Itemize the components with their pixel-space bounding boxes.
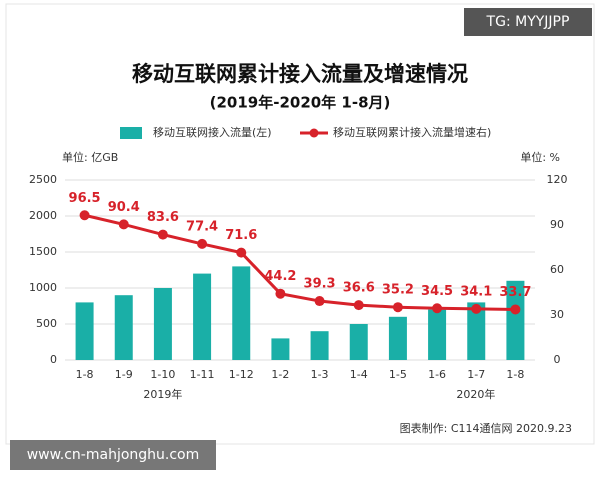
y2-tick-label: 60 (550, 263, 564, 276)
bar (506, 280, 525, 360)
line-marker (118, 219, 129, 230)
legend-swatch (120, 127, 142, 139)
data-label: 90.4 (108, 200, 140, 215)
data-label: 35.2 (382, 283, 414, 298)
x-tick-label: 1-7 (467, 368, 485, 381)
chart-title: 移动互联网累计接入流量及增速情况 (132, 62, 468, 86)
y-tick-label: 1000 (29, 281, 57, 294)
year-label: 2020年 (456, 387, 495, 401)
y-tick-label: 0 (50, 353, 57, 366)
legend-marker (309, 128, 319, 138)
line-marker (157, 229, 168, 240)
data-label: 44.2 (264, 269, 296, 284)
line-marker (79, 210, 90, 221)
x-tick-label: 1-11 (190, 368, 215, 381)
x-tick-label: 1-4 (350, 368, 368, 381)
y-unit: 单位: 亿GB (62, 150, 118, 164)
y-tick-label: 2500 (29, 173, 57, 186)
watermark: TG: MYYJJPP (486, 14, 570, 30)
bar (153, 288, 172, 360)
line-marker (236, 247, 247, 258)
legend-label: 移动互联网接入流量(左) (153, 125, 272, 139)
y-tick-label: 2000 (29, 209, 57, 222)
url-box (10, 440, 216, 470)
data-label: 77.4 (186, 219, 218, 234)
x-tick-label: 1-6 (428, 368, 446, 381)
x-tick-label: 1-8 (506, 368, 524, 381)
data-label: 34.5 (421, 284, 453, 299)
x-tick-label: 1-9 (115, 368, 133, 381)
data-label: 96.5 (69, 191, 101, 206)
data-label: 39.3 (304, 277, 336, 292)
url: www.cn-mahjonghu.com (27, 447, 200, 463)
bar (388, 316, 407, 360)
data-label: 83.6 (147, 210, 179, 225)
frame (5, 3, 595, 445)
data-label: 36.6 (343, 281, 375, 296)
chart-subtitle: (2019年-2020年 1-8月) (210, 94, 391, 112)
y2-tick-label: 0 (554, 353, 561, 366)
x-tick-label: 1-10 (150, 368, 175, 381)
line-marker (353, 300, 364, 311)
line-marker (197, 238, 208, 249)
line (84, 213, 516, 311)
legend-label: 移动互联网累计接入流量增速右) (333, 125, 491, 139)
data-label: 71.6 (225, 228, 257, 243)
x-tick-label: 1-3 (311, 368, 329, 381)
x-tick-label: 1-5 (389, 368, 407, 381)
line-marker (510, 304, 521, 315)
y2-tick-label: 90 (550, 218, 564, 231)
line-marker (392, 302, 403, 313)
line-marker (432, 303, 443, 314)
bar (310, 331, 329, 360)
bar (349, 324, 368, 360)
year-label: 2019年 (143, 387, 182, 401)
source: 图表制作: C114通信网 2020.9.23 (400, 421, 572, 435)
data-label: 33.7 (499, 285, 531, 300)
bar (271, 338, 290, 360)
bar (114, 295, 133, 360)
line-marker (471, 303, 482, 314)
y-tick-label: 500 (36, 317, 57, 330)
bar (232, 266, 251, 360)
x-tick-label: 1-2 (271, 368, 289, 381)
watermark-box (464, 8, 592, 36)
y2-tick-label: 120 (547, 173, 568, 186)
bar (428, 309, 447, 360)
bar (467, 302, 486, 360)
y-tick-label: 1500 (29, 245, 57, 258)
x-tick-label: 1-8 (76, 368, 94, 381)
data-label: 34.1 (460, 284, 492, 299)
x-tick-label: 1-12 (229, 368, 254, 381)
y2-unit: 单位: % (520, 150, 560, 164)
bar (193, 273, 212, 360)
y2-tick-label: 30 (550, 308, 564, 321)
line-marker (275, 288, 286, 299)
line-marker (314, 296, 325, 307)
bar (75, 302, 94, 360)
